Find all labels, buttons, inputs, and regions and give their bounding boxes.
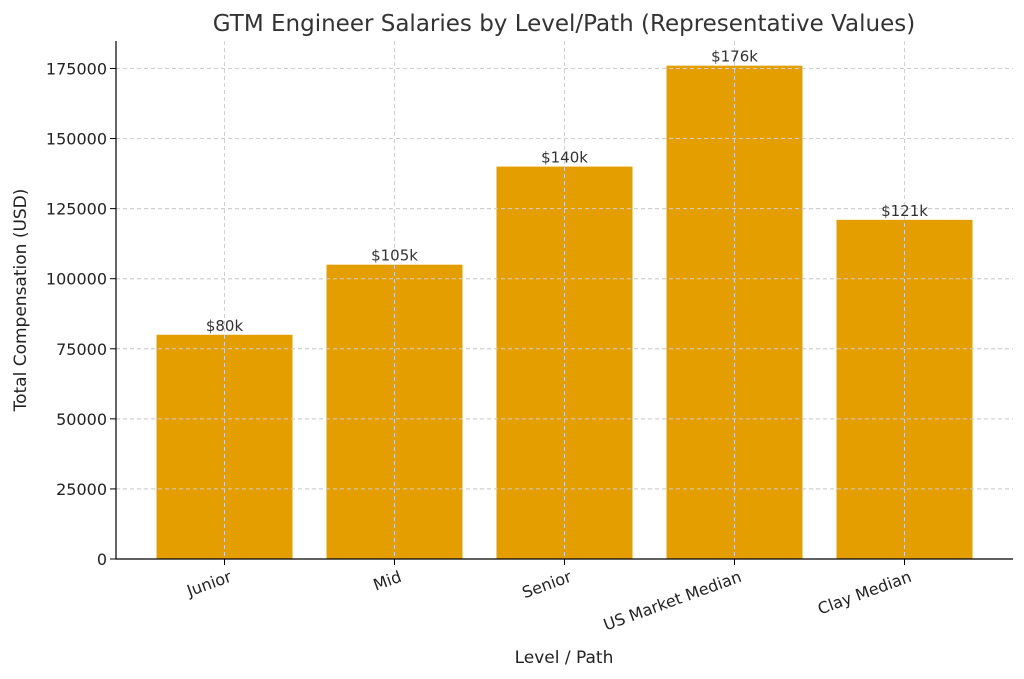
x-tick-label: US Market Median (601, 567, 744, 635)
y-tick-label: 0 (97, 550, 107, 569)
y-tick-label: 150000 (46, 130, 107, 149)
bar (836, 219, 973, 560)
y-tick-label: 75000 (56, 340, 107, 359)
x-tick-label: Clay Median (815, 567, 914, 618)
x-tick-label: Junior (183, 567, 234, 601)
bar-data-label: $80k (206, 317, 244, 335)
y-tick-label: 100000 (46, 270, 107, 289)
y-tick-label: 50000 (56, 410, 107, 429)
chart-title: GTM Engineer Salaries by Level/Path (Rep… (213, 11, 915, 37)
grid-overlay (116, 41, 1013, 559)
y-axis-label: Total Compensation (USD) (11, 189, 31, 413)
x-tick-label: Senior (519, 567, 574, 602)
bar-data-label: $176k (711, 48, 758, 66)
x-axis-label: Level / Path (515, 648, 614, 668)
y-tick-label: 175000 (46, 59, 107, 78)
bars-layer (156, 65, 973, 560)
data-labels-layer: $80k $105k $140k $176k $121k (206, 48, 928, 335)
bar (326, 264, 463, 559)
y-tick-label: 25000 (56, 480, 107, 499)
bar-data-label: $140k (541, 149, 588, 167)
y-tick-label: 125000 (46, 200, 107, 219)
bar-data-label: $105k (371, 247, 418, 265)
x-tick-label: Mid (371, 567, 404, 595)
bar-data-label: $121k (881, 202, 928, 220)
